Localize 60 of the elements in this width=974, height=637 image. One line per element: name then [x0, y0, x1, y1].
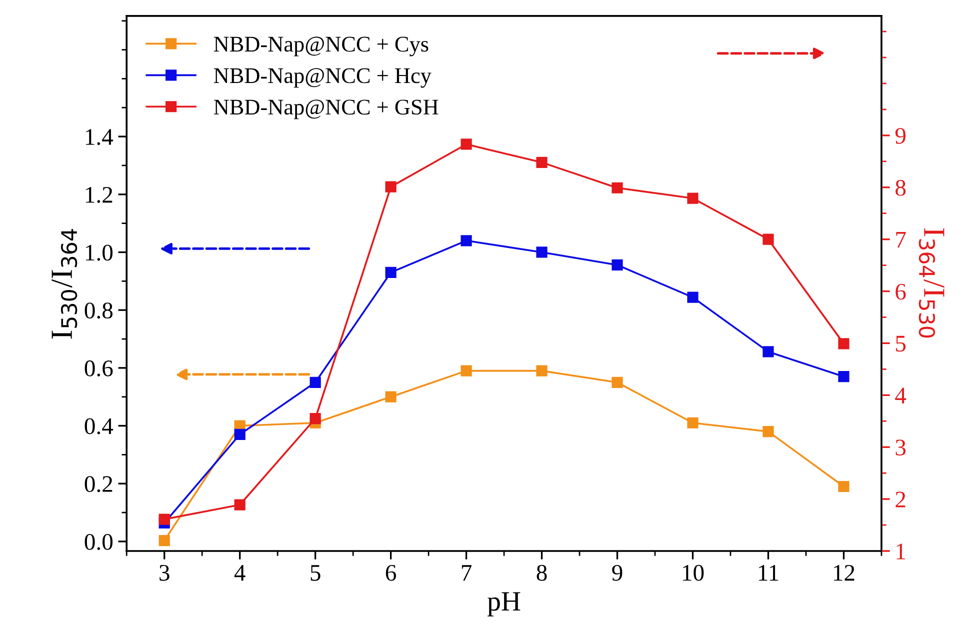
point — [536, 246, 548, 258]
y2-tick-label: 3 — [896, 440, 906, 456]
point — [762, 426, 774, 438]
y-tick-label: 0.2 — [84, 476, 112, 492]
point — [687, 292, 698, 303]
point — [310, 376, 321, 388]
y2-tick-label: 7 — [896, 232, 906, 248]
y2-tick-label: 2 — [896, 492, 906, 508]
y-tick-label: 1.4 — [86, 129, 114, 146]
y2-tick-label: 1 — [896, 544, 906, 560]
y-tick-label: 1.2 — [86, 186, 112, 203]
point — [385, 391, 396, 402]
x-tick-label: 5 — [310, 565, 320, 581]
point — [838, 480, 850, 492]
y2-tick-label: 5 — [896, 336, 906, 352]
y-tick-label: 1.0 — [86, 244, 113, 261]
x-tick-label: 10 — [683, 564, 704, 581]
point — [687, 417, 698, 428]
x-tick-label: 3 — [160, 564, 170, 581]
y2-axis-title: I$_{364}$/I$_{530}$ — [918, 228, 944, 338]
x-axis-title: pH — [488, 592, 520, 616]
y-tick-label: 0.0 — [84, 534, 113, 550]
point — [158, 535, 170, 546]
y2-tick-label: 6 — [896, 284, 906, 300]
x-tick-label: 4 — [234, 565, 246, 581]
point — [234, 499, 246, 510]
point — [762, 234, 774, 245]
point — [460, 235, 472, 246]
x-tick-label: 7 — [462, 565, 472, 581]
point — [612, 259, 623, 271]
legend-label: NBD-Nap@NCC + GSH — [214, 100, 438, 120]
point — [612, 182, 623, 194]
y2-tick-label: 9 — [895, 128, 906, 144]
x-tick-label: 11 — [758, 564, 778, 581]
point — [687, 192, 698, 204]
y-tick-label: 0.8 — [84, 302, 113, 319]
point — [234, 428, 246, 440]
point — [385, 266, 396, 278]
legend-label: NBD-Nap@NCC + Cys — [214, 36, 428, 56]
point — [460, 365, 472, 376]
x-tick-label: 6 — [386, 564, 396, 581]
point — [158, 514, 170, 525]
point — [536, 365, 548, 376]
y-axis-title: I$_{530}$/I$_{364}$ — [52, 229, 78, 339]
point — [762, 346, 774, 358]
y-tick-label: 0.4 — [84, 418, 114, 434]
point — [612, 376, 623, 388]
x-tick-label: 12 — [834, 564, 854, 581]
y2-tick-label: 4 — [895, 388, 906, 404]
point — [536, 156, 548, 168]
x-tick-label: 9 — [612, 564, 622, 581]
point — [385, 181, 396, 192]
y-tick-label: 0.6 — [84, 360, 113, 376]
point — [310, 412, 321, 424]
legend-label: NBD-Nap@NCC + Hcy — [214, 68, 432, 88]
x-tick-label: 8 — [536, 564, 547, 581]
point — [838, 371, 850, 382]
point — [460, 138, 472, 150]
point — [838, 338, 850, 350]
y2-tick-label: 8 — [896, 180, 906, 196]
